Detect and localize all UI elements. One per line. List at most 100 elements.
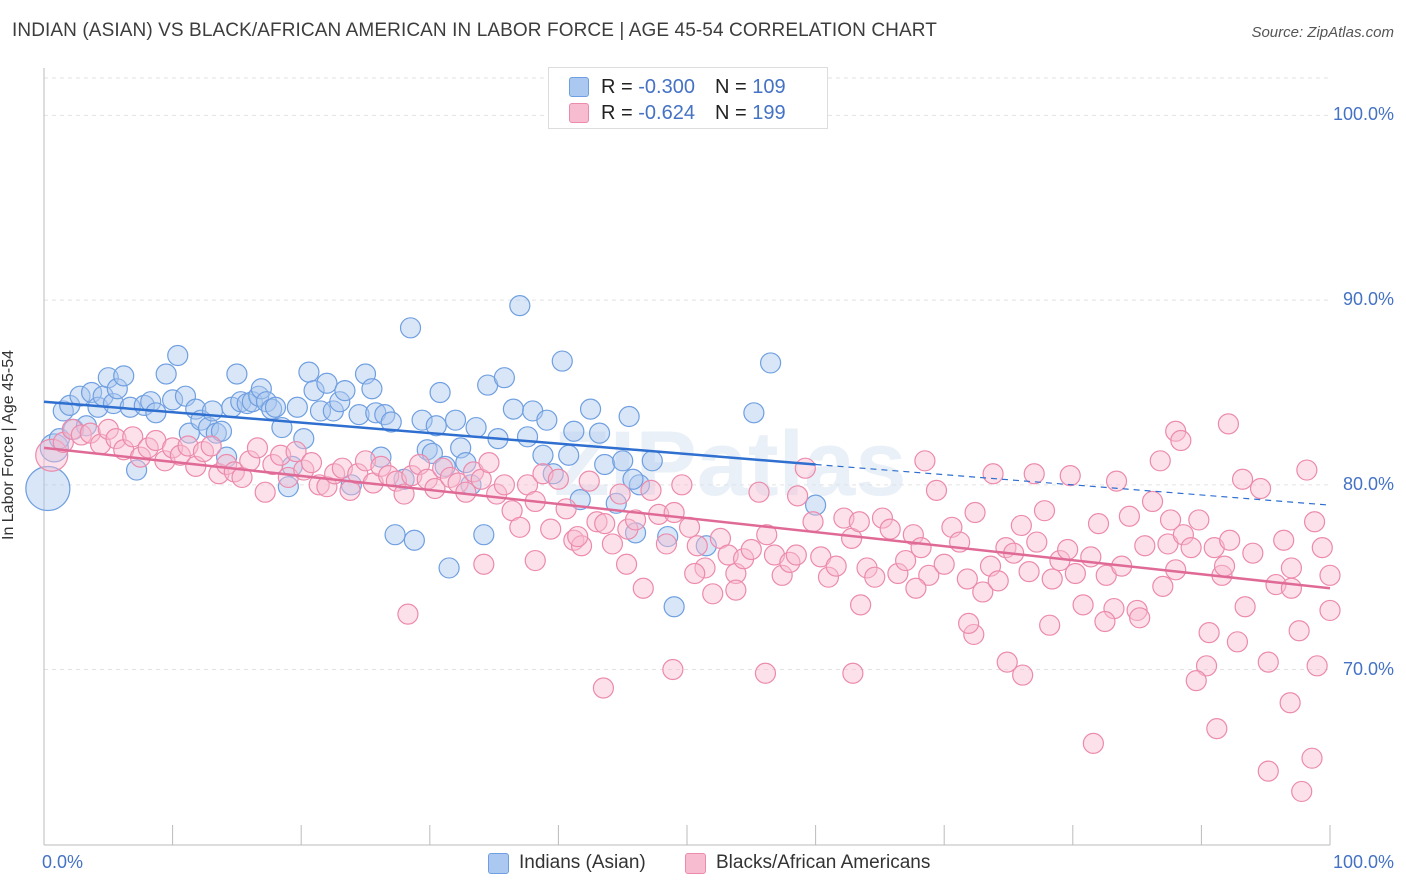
data-point	[925, 479, 948, 501]
data-point	[641, 450, 663, 472]
legend-r-label: R =	[601, 75, 633, 98]
data-point	[1280, 577, 1303, 599]
data-point	[347, 463, 369, 485]
data-point	[810, 546, 832, 568]
data-point	[842, 662, 864, 684]
data-point	[308, 474, 330, 496]
y-tick-label-70: 70.0%	[1342, 658, 1394, 679]
data-point	[200, 435, 222, 457]
data-point	[601, 533, 624, 555]
data-point	[365, 402, 387, 424]
trend-extension-0	[815, 463, 1331, 506]
data-point	[1319, 599, 1341, 622]
data-point	[536, 409, 558, 431]
data-point	[285, 440, 307, 463]
legend-row-indians: R = -0.300 N = 109	[569, 74, 786, 100]
data-point	[1206, 718, 1228, 740]
data-point	[25, 465, 71, 512]
data-point	[277, 466, 299, 489]
legend-n-label: N =	[714, 75, 747, 98]
source-credit: Source: ZipAtlas.com	[1251, 24, 1394, 41]
legend-n-value: 109	[752, 75, 786, 98]
data-point	[825, 555, 847, 577]
data-point	[1057, 538, 1079, 561]
data-point	[754, 662, 777, 684]
data-point	[1226, 631, 1249, 653]
data-point	[167, 344, 189, 367]
data-point	[905, 577, 927, 599]
data-point	[1303, 511, 1326, 533]
data-point	[106, 378, 128, 400]
data-point	[1311, 537, 1333, 559]
legend-item-indians[interactable]: Indians (Asian)	[488, 852, 646, 874]
data-point	[864, 566, 886, 588]
data-point	[612, 450, 634, 472]
data-point	[848, 511, 870, 533]
data-point	[1095, 564, 1117, 586]
data-point	[555, 498, 577, 520]
data-point	[895, 549, 917, 572]
data-point	[1231, 468, 1254, 490]
data-point	[743, 402, 765, 424]
data-point	[509, 295, 531, 317]
data-point	[622, 468, 644, 490]
data-point	[380, 411, 402, 433]
data-point	[1105, 470, 1128, 492]
data-point	[918, 564, 940, 586]
data-point	[956, 568, 978, 590]
data-point	[250, 378, 272, 400]
data-point	[465, 416, 487, 439]
data-point	[254, 481, 276, 503]
data-point	[632, 577, 654, 599]
data-point	[1129, 607, 1151, 629]
data-point	[879, 518, 901, 540]
data-point	[567, 525, 589, 548]
legend-n-label: N =	[714, 101, 747, 124]
data-point	[137, 437, 159, 459]
data-point	[578, 470, 600, 492]
data-point	[1213, 555, 1236, 577]
data-point	[1198, 621, 1220, 644]
data-point	[1023, 463, 1045, 485]
data-point	[516, 426, 539, 448]
data-point	[1094, 610, 1116, 633]
data-point	[996, 651, 1018, 673]
data-point	[586, 511, 608, 533]
data-point	[1291, 780, 1313, 803]
data-point	[293, 428, 315, 450]
data-point	[246, 437, 269, 459]
data-point	[982, 463, 1004, 485]
series-legend: Indians (Asian) Blacks/African Americans	[0, 852, 1406, 878]
legend-swatch-indians	[569, 77, 589, 97]
data-point	[1134, 535, 1156, 557]
data-point	[1082, 732, 1104, 755]
data-point	[140, 391, 162, 413]
data-point	[155, 363, 177, 385]
data-point	[1306, 655, 1328, 677]
data-point	[963, 623, 985, 646]
data-point	[850, 594, 872, 616]
data-point	[628, 474, 651, 496]
data-point	[524, 549, 546, 572]
data-point	[425, 415, 447, 437]
data-point	[1064, 562, 1086, 585]
data-point	[1039, 614, 1061, 636]
data-point	[1010, 514, 1032, 537]
data-point	[786, 485, 809, 507]
data-point	[399, 317, 422, 339]
data-point	[70, 424, 92, 446]
legend-item-blacks[interactable]: Blacks/African Americans	[685, 852, 930, 874]
data-point	[361, 378, 383, 400]
data-point	[1288, 620, 1310, 642]
data-point	[403, 529, 425, 551]
data-point	[1152, 575, 1174, 598]
legend-r-value: -0.300	[638, 75, 695, 98]
data-point	[1026, 531, 1048, 553]
data-point	[334, 380, 356, 402]
data-point	[640, 479, 662, 501]
data-point	[1217, 413, 1240, 435]
data-point	[1257, 651, 1279, 673]
data-point	[759, 352, 782, 374]
data-point	[547, 468, 570, 490]
